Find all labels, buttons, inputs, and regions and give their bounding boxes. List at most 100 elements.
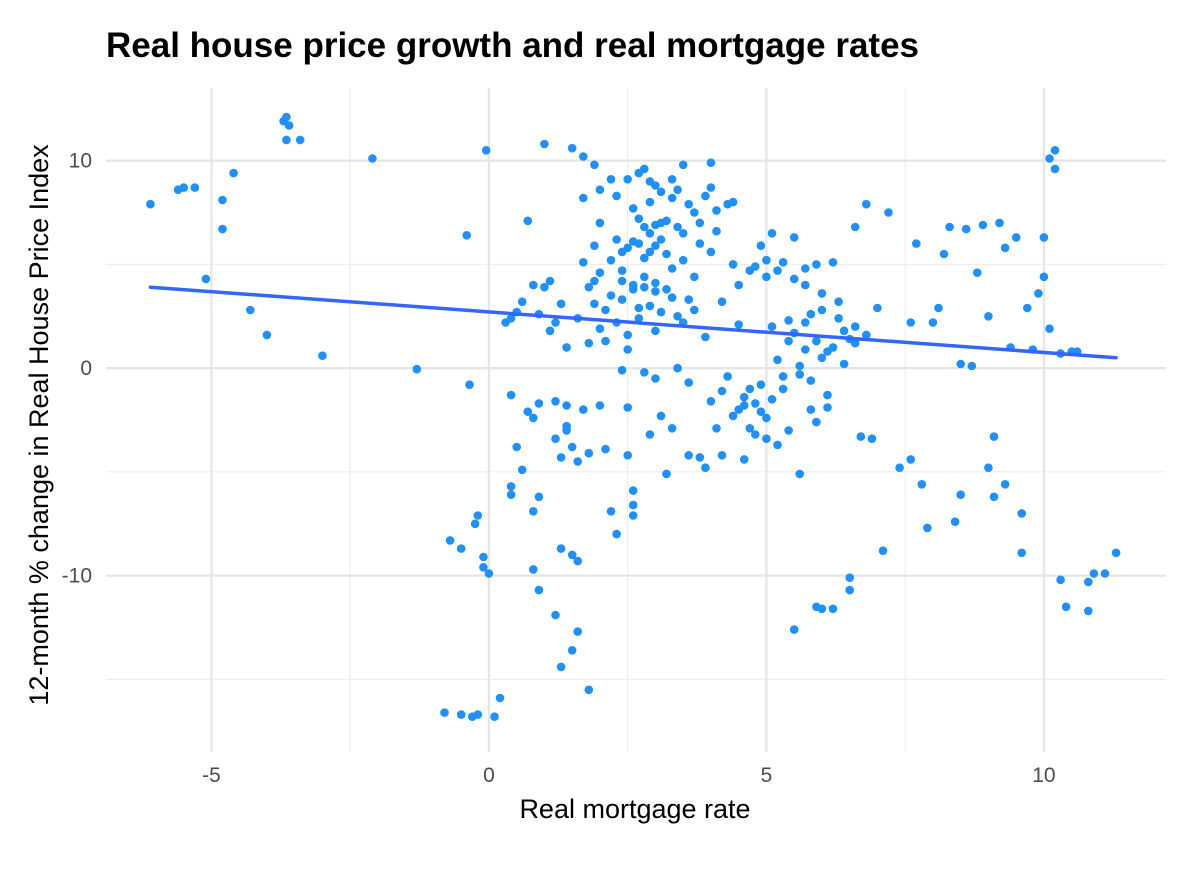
data-point (640, 368, 649, 377)
data-point (1050, 164, 1060, 174)
data-point (645, 197, 655, 207)
data-point (612, 529, 621, 539)
data-point (551, 318, 560, 327)
data-point (784, 316, 793, 325)
data-point (767, 322, 777, 331)
data-point (762, 413, 771, 423)
x-tick-label: -5 (202, 764, 221, 787)
data-point (567, 442, 577, 452)
data-point (470, 519, 480, 529)
data-point (606, 175, 616, 184)
data-point (612, 235, 621, 244)
data-point (717, 297, 727, 307)
data-point (551, 610, 560, 620)
data-point (601, 444, 610, 454)
data-point (473, 511, 483, 520)
data-point (695, 239, 705, 248)
data-point (634, 214, 644, 223)
data-point (1039, 233, 1049, 242)
data-point (701, 332, 710, 342)
data-point (562, 343, 571, 352)
data-point (706, 247, 716, 257)
data-point (995, 218, 1004, 228)
data-point (1023, 303, 1032, 313)
data-point (723, 199, 732, 209)
data-point (884, 208, 893, 217)
data-point (651, 241, 660, 250)
data-point (917, 480, 927, 489)
x-tick-label: 5 (761, 764, 773, 787)
data-point (517, 297, 527, 307)
data-point (956, 359, 965, 369)
data-point (695, 218, 705, 228)
data-point (651, 287, 660, 296)
data-point (695, 453, 705, 462)
data-point (368, 154, 377, 163)
data-point (628, 204, 638, 213)
data-point (1050, 146, 1060, 155)
data-point (1084, 606, 1093, 616)
data-point (562, 401, 571, 410)
data-point (828, 258, 838, 267)
data-point (623, 403, 632, 412)
data-point (201, 274, 211, 284)
data-point (218, 195, 227, 205)
data-point (529, 565, 538, 574)
data-point (262, 330, 272, 340)
data-point (756, 241, 766, 250)
data-point (684, 378, 693, 387)
data-point (1017, 548, 1026, 558)
data-point (817, 305, 827, 315)
data-point (282, 112, 291, 122)
data-point (529, 507, 538, 516)
data-point (590, 241, 599, 250)
data-point (465, 380, 474, 390)
data-point (529, 280, 538, 290)
data-point (717, 386, 727, 396)
data-point (856, 432, 866, 441)
y-axis-title: 12-month % change in Real House Price In… (24, 144, 54, 706)
data-point (645, 301, 655, 311)
data-point (1000, 243, 1010, 253)
data-point (601, 305, 610, 315)
x-axis-title: Real mortgage rate (519, 794, 750, 824)
data-point (767, 229, 777, 238)
x-axis-ticks: -5 0 5 10 (202, 764, 1055, 787)
data-point (584, 448, 594, 458)
data-point (961, 224, 971, 234)
data-point (595, 324, 605, 334)
data-point (628, 500, 638, 510)
data-point (567, 646, 577, 655)
data-point (573, 627, 582, 636)
data-point (667, 424, 677, 433)
data-point (490, 712, 499, 721)
data-point (617, 295, 627, 304)
data-point (701, 191, 710, 201)
data-point (590, 160, 599, 170)
data-point (1100, 569, 1110, 578)
data-point (778, 384, 788, 394)
data-point (784, 336, 793, 346)
data-point (501, 318, 510, 327)
data-point (623, 345, 632, 354)
data-point (506, 390, 516, 400)
data-point (573, 556, 582, 566)
data-point (839, 326, 849, 336)
data-point (179, 183, 188, 192)
y-tick-label: 0 (80, 357, 92, 380)
data-point (756, 380, 766, 390)
data-point (606, 507, 616, 516)
data-points (146, 112, 1121, 721)
y-tick-label: -10 (62, 565, 92, 588)
data-point (939, 249, 949, 259)
data-point (556, 453, 566, 462)
data-point (601, 336, 610, 346)
data-point (556, 299, 566, 309)
data-point (801, 318, 810, 327)
data-point (606, 255, 616, 265)
data-point (595, 218, 605, 228)
data-point (706, 183, 716, 192)
data-point (651, 278, 660, 288)
data-point (784, 426, 793, 435)
